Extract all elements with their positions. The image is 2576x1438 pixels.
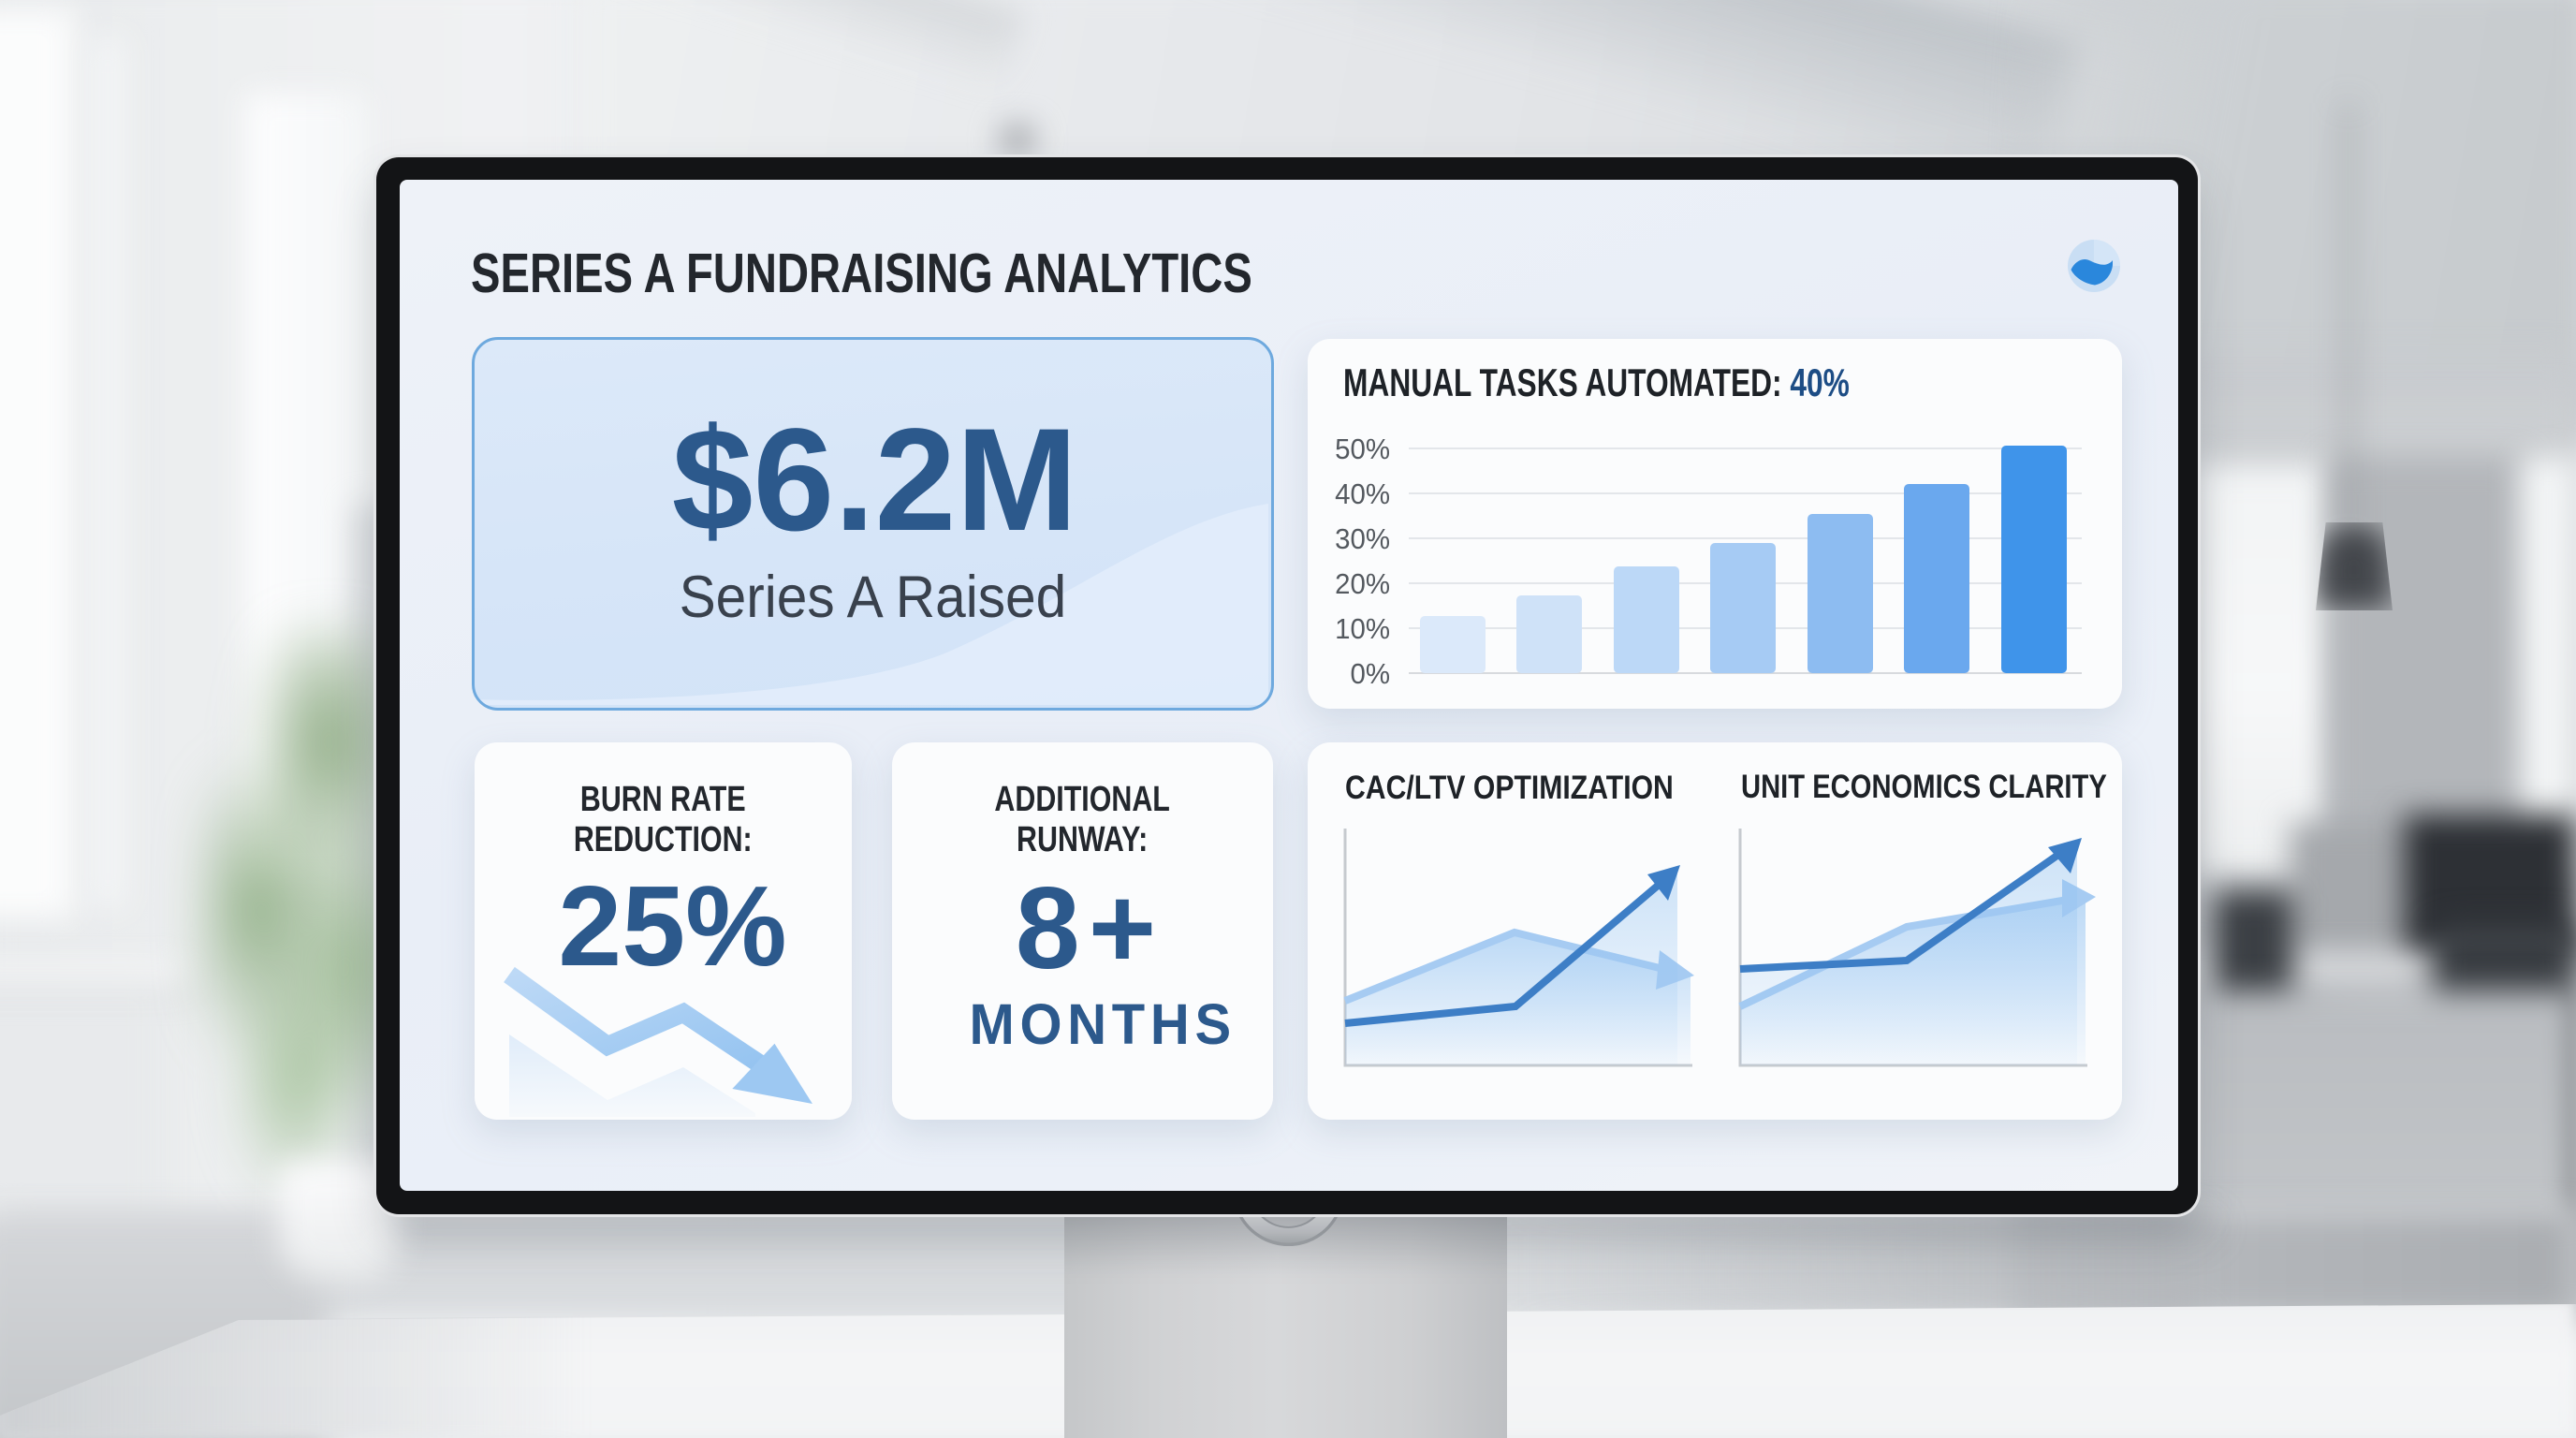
svg-text:50%: 50%	[1335, 433, 1390, 465]
svg-text:20%: 20%	[1335, 568, 1390, 600]
svg-text:40%: 40%	[1335, 478, 1390, 510]
svg-text:30%: 30%	[1335, 523, 1390, 555]
svg-text:10%: 10%	[1335, 613, 1390, 645]
svg-text:0%: 0%	[1350, 658, 1390, 690]
